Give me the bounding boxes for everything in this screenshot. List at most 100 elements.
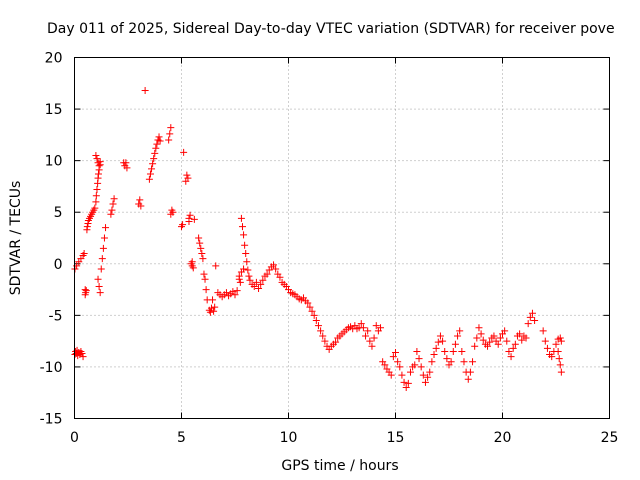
data-point: [454, 332, 462, 340]
data-point: [314, 322, 322, 330]
data-point: [426, 368, 434, 376]
data-point: [107, 210, 115, 218]
chart-title: Day 011 of 2025, Sidereal Day-to-day VTE…: [47, 21, 615, 37]
data-point: [501, 327, 509, 335]
data-point: [511, 340, 519, 348]
data-point: [200, 270, 208, 278]
data-point: [503, 337, 511, 345]
data-point: [99, 244, 107, 252]
data-point: [449, 347, 457, 355]
data-point: [166, 130, 174, 138]
data-point: [151, 149, 159, 157]
data-point: [98, 255, 106, 263]
data-point: [211, 303, 219, 311]
data-point: [557, 368, 565, 376]
data-point: [95, 166, 103, 174]
data-point: [377, 324, 385, 332]
data-point: [528, 309, 536, 317]
data-point: [389, 353, 397, 361]
x-tick-label: 5: [177, 430, 186, 446]
data-point: [477, 330, 485, 338]
data-point: [169, 208, 177, 216]
data-point: [238, 223, 246, 231]
data-point: [202, 286, 210, 294]
grid: [74, 57, 610, 419]
data-point: [304, 299, 312, 307]
y-tick-label: 20: [45, 51, 63, 67]
data-point: [153, 140, 161, 148]
data-point: [195, 234, 203, 242]
data-point: [413, 347, 421, 355]
data-point: [241, 241, 249, 249]
data-point: [78, 350, 86, 358]
y-tick-label: 0: [54, 257, 63, 273]
y-axis-label: SDTVAR / TECUs: [8, 181, 24, 296]
data-point: [244, 266, 252, 274]
data-point: [507, 353, 515, 361]
data-point: [165, 136, 173, 144]
axis-ticks: [74, 57, 610, 419]
data-point: [146, 170, 154, 178]
data-point: [439, 337, 447, 345]
data-point: [137, 202, 145, 210]
data-point: [231, 291, 239, 299]
data-point: [246, 276, 254, 284]
data-point: [237, 214, 245, 222]
data-point: [368, 342, 376, 350]
data-point: [494, 340, 502, 348]
data-point: [402, 384, 410, 392]
data-point: [458, 347, 466, 355]
data-point: [317, 327, 325, 335]
data-point: [110, 195, 118, 203]
data-point: [242, 249, 250, 257]
data-point: [396, 363, 404, 371]
data-point: [257, 280, 265, 288]
data-point: [80, 249, 88, 257]
data-point: [255, 285, 263, 293]
data-point: [198, 249, 206, 257]
data-point: [109, 200, 117, 208]
data-point: [524, 320, 532, 328]
data-point: [183, 171, 191, 179]
data-point: [150, 155, 158, 163]
data-point: [415, 355, 423, 363]
tick-labels: 0 5 10 15 20 25 -15 -10 -5 0 5 10 15 20: [40, 51, 619, 447]
data-point: [270, 261, 278, 269]
data-point: [522, 334, 530, 342]
data-point: [372, 322, 380, 330]
x-tick-label: 15: [387, 430, 405, 446]
data-point: [236, 278, 244, 286]
data-point: [102, 224, 110, 232]
y-tick-label: -10: [40, 360, 63, 376]
data-point: [441, 347, 449, 355]
data-point: [252, 278, 260, 286]
data-point: [556, 361, 564, 369]
data-point: [496, 334, 504, 342]
data-point: [556, 334, 564, 342]
data-point: [332, 338, 340, 346]
data-point: [156, 137, 164, 145]
data-point: [82, 287, 90, 295]
data-point: [362, 332, 370, 340]
data-point: [312, 317, 320, 325]
data-point: [460, 358, 468, 366]
data-point: [233, 287, 241, 295]
data-point: [434, 338, 442, 346]
data-point: [443, 355, 451, 363]
data-point: [357, 320, 365, 328]
y-tick-label: 15: [45, 102, 63, 118]
data-point: [394, 358, 402, 366]
data-point: [122, 159, 130, 167]
data-point: [436, 332, 444, 340]
data-point: [186, 211, 194, 219]
data-point: [306, 303, 314, 311]
data-point: [240, 265, 248, 273]
data-point: [466, 368, 474, 376]
data-point: [235, 272, 243, 280]
data-point: [505, 347, 513, 355]
data-point: [473, 334, 481, 342]
plot-frame: [74, 57, 610, 419]
data-points: [71, 87, 565, 392]
data-point: [184, 174, 192, 182]
